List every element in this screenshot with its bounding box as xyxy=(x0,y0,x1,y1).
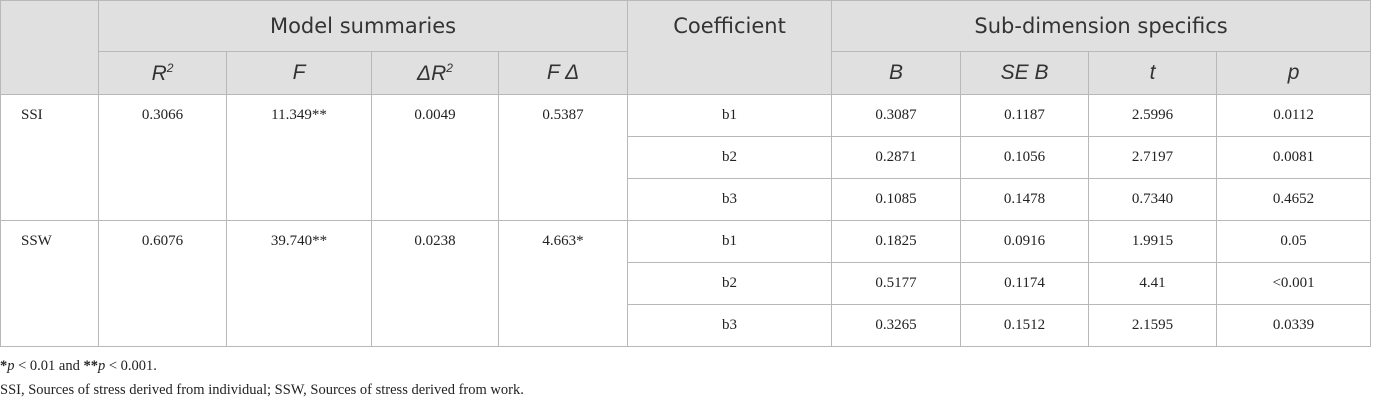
cell-r2: 0.6076 xyxy=(98,220,227,347)
header-se-b: SE B xyxy=(960,51,1090,95)
table-row: SSW 0.6076 39.740** 0.0238 4.663* b1 0.1… xyxy=(0,220,1372,347)
header-model-summaries: Model summaries xyxy=(97,0,629,52)
table-row: SSI 0.3066 11.349** 0.0049 0.5387 b1 0.3… xyxy=(0,94,1372,221)
cell-f: 39.740** xyxy=(226,220,372,347)
cell-p: 0.4652 xyxy=(1216,178,1372,221)
cell-coef: b1 xyxy=(627,220,833,263)
table-row: b3 0.1085 0.1478 0.7340 0.4652 xyxy=(1,178,1372,221)
header-row-1: Model summaries Coefficient Sub-dimensio… xyxy=(0,0,1372,95)
cell-f-delta: 0.5387 xyxy=(497,94,629,221)
cell-b: 0.2871 xyxy=(831,136,962,179)
cell-t: 2.7197 xyxy=(1088,136,1218,179)
cell-t: 0.7340 xyxy=(1088,178,1218,221)
cell-t: 1.9915 xyxy=(1088,220,1218,263)
header-f: F xyxy=(226,51,372,95)
cell-r2: 0.3066 xyxy=(98,94,227,221)
cell-delta-r2: 0.0049 xyxy=(371,94,499,221)
table-row: b3 0.3265 0.1512 2.1595 0.0339 xyxy=(1,304,1372,347)
table-row: b2 0.5177 0.1174 4.41 <0.001 xyxy=(1,262,1372,305)
cell-t: 2.5996 xyxy=(1088,94,1218,137)
cell-coef: b2 xyxy=(627,262,833,305)
cell-b: 0.3265 xyxy=(831,304,962,347)
cell-p: 0.0081 xyxy=(1216,136,1372,179)
cell-coef: b2 xyxy=(627,136,833,179)
table-notes: *p < 0.01 and **p < 0.001. SSI, Sources … xyxy=(0,354,1370,402)
header-r2: R2 xyxy=(98,51,227,95)
cell-b: 0.1085 xyxy=(831,178,962,221)
cell-t: 2.1595 xyxy=(1088,304,1218,347)
cell-se-b: 0.0916 xyxy=(960,220,1090,263)
cell-t: 4.41 xyxy=(1088,262,1218,305)
header-f-delta: F Δ xyxy=(497,51,629,95)
cell-f: 11.349** xyxy=(226,94,372,221)
header-row-2: R2 F ΔR2 F Δ B SE B t p xyxy=(1,51,1372,95)
cell-p: 0.0112 xyxy=(1216,94,1372,137)
cell-coef: b1 xyxy=(627,94,833,137)
cell-b: 0.1825 xyxy=(831,220,962,263)
cell-se-b: 0.1478 xyxy=(960,178,1090,221)
header-p: p xyxy=(1216,51,1372,95)
cell-b: 0.5177 xyxy=(831,262,962,305)
cell-se-b: 0.1056 xyxy=(960,136,1090,179)
cell-delta-r2: 0.0238 xyxy=(371,220,499,347)
header-delta-r2: ΔR2 xyxy=(371,51,499,95)
row-label-ssi: SSI xyxy=(0,94,99,221)
significance-note: *p < 0.01 and **p < 0.001. xyxy=(0,358,157,374)
cell-se-b: 0.1174 xyxy=(960,262,1090,305)
cell-se-b: 0.1187 xyxy=(960,94,1090,137)
cell-f-delta: 4.663* xyxy=(497,220,629,347)
row-label-ssw: SSW xyxy=(0,220,99,347)
header-corner xyxy=(0,0,99,95)
cell-p: 0.0339 xyxy=(1216,304,1372,347)
header-coefficient: Coefficient xyxy=(627,0,833,95)
cell-coef: b3 xyxy=(627,178,833,221)
regression-table: Model summaries Coefficient Sub-dimensio… xyxy=(0,0,1372,347)
cell-p: 0.05 xyxy=(1216,220,1372,263)
cell-coef: b3 xyxy=(627,304,833,347)
header-b: B xyxy=(831,51,962,95)
abbreviation-note: SSI, Sources of stress derived from indi… xyxy=(0,382,524,398)
header-sub-dimension: Sub-dimension specifics xyxy=(831,0,1372,52)
cell-b: 0.3087 xyxy=(831,94,962,137)
header-t: t xyxy=(1088,51,1218,95)
cell-se-b: 0.1512 xyxy=(960,304,1090,347)
cell-p: <0.001 xyxy=(1216,262,1372,305)
